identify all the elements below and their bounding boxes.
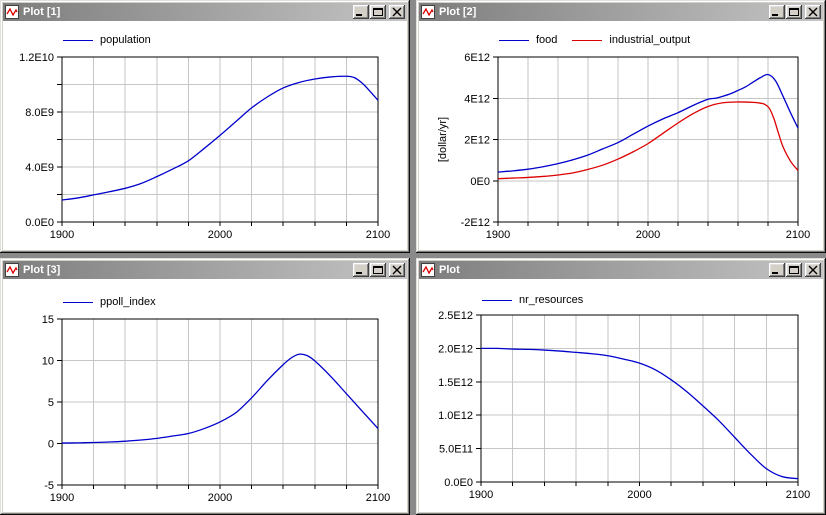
legend-item: population (63, 34, 151, 46)
svg-text:2000: 2000 (636, 229, 660, 241)
window-title: Plot [1] (23, 6, 61, 18)
svg-text:2100: 2100 (366, 229, 390, 241)
svg-text:1.5E12: 1.5E12 (438, 377, 473, 389)
plot-client-area-3: ppoll_index 1900 2000 2100 -5 0 5 10 15 (3, 279, 407, 512)
maximize-button[interactable] (370, 5, 386, 19)
svg-text:0.0E0: 0.0E0 (444, 477, 473, 489)
plot-client-area-2: food industrial_output 1900 2000 2100 -2E12 0… (419, 21, 823, 250)
legend-2: food industrial_output (499, 34, 690, 46)
legend-item: nr_resources (482, 294, 583, 306)
svg-text:1900: 1900 (50, 229, 74, 241)
close-button[interactable] (389, 5, 405, 19)
svg-text:2000: 2000 (208, 229, 232, 241)
legend-label: population (100, 34, 151, 46)
legend-label: industrial_output (609, 34, 691, 46)
legend-item: food (499, 34, 557, 46)
maximize-button[interactable] (786, 5, 802, 19)
legend-4: nr_resources (482, 294, 583, 306)
svg-text:6E12: 6E12 (464, 52, 490, 64)
svg-text:15: 15 (42, 314, 54, 326)
legend-label: ppoll_index (100, 296, 156, 308)
svg-text:0: 0 (48, 439, 54, 451)
plot-window-4: Plot nr_resources 1900 2000 2100 0.0E0 5.0E1… (416, 258, 826, 515)
close-button[interactable] (389, 263, 405, 277)
titlebar-3[interactable]: Plot [3] (3, 261, 407, 279)
titlebar-4[interactable]: Plot (419, 261, 823, 279)
minimize-button[interactable] (353, 5, 369, 19)
svg-text:1.0E12: 1.0E12 (438, 410, 473, 422)
minimize-button[interactable] (353, 263, 369, 277)
plot-window-2: Plot [2] food industrial_output 1900 2000 2… (416, 0, 826, 253)
svg-text:2100: 2100 (786, 489, 810, 501)
svg-text:5: 5 (48, 397, 54, 409)
titlebar-1[interactable]: Plot [1] (3, 3, 407, 21)
plot-window-1: Plot [1] population 1900 2000 2100 0.0E0 4.0… (0, 0, 410, 253)
svg-text:2.0E12: 2.0E12 (438, 343, 473, 355)
svg-text:8.0E9: 8.0E9 (25, 107, 54, 119)
legend-line-swatch (572, 39, 603, 41)
legend-line-swatch (499, 39, 529, 41)
svg-text:[dollar/yr]: [dollar/yr] (437, 117, 449, 162)
minimize-button[interactable] (769, 5, 785, 19)
svg-text:2100: 2100 (786, 229, 810, 241)
chart-canvas-food-industrial-output: 1900 2000 2100 -2E12 0E0 2E12 4E12 6E12 [dollar/… (437, 52, 810, 241)
maximize-button[interactable] (786, 263, 802, 277)
legend-line-swatch (482, 299, 512, 301)
svg-text:2000: 2000 (627, 489, 651, 501)
svg-text:1900: 1900 (469, 489, 493, 501)
legend-label: food (536, 34, 558, 46)
plot-client-area-1: population 1900 2000 2100 0.0E0 4.0E9 8.0E9 1.… (3, 21, 407, 250)
legend-item: industrial_output (572, 34, 690, 46)
window-title: Plot (439, 264, 460, 276)
svg-text:5.0E11: 5.0E11 (439, 444, 473, 456)
close-button[interactable] (805, 5, 821, 19)
chart-curve-icon (5, 5, 19, 19)
svg-text:4E12: 4E12 (464, 93, 490, 105)
legend-line-swatch (63, 39, 93, 41)
svg-text:-2E12: -2E12 (461, 217, 490, 229)
svg-text:-5: -5 (44, 480, 54, 492)
svg-text:0.0E0: 0.0E0 (25, 217, 54, 229)
window-title: Plot [2] (439, 6, 477, 18)
legend-item: ppoll_index (63, 296, 156, 308)
legend-1: population (63, 34, 151, 46)
titlebar-2[interactable]: Plot [2] (419, 3, 823, 21)
svg-text:4.0E9: 4.0E9 (25, 162, 54, 174)
chart-curve-icon (5, 263, 19, 277)
svg-text:10: 10 (42, 356, 54, 368)
svg-text:2000: 2000 (208, 492, 232, 504)
legend-line-swatch (63, 301, 93, 303)
svg-text:0E0: 0E0 (470, 176, 490, 188)
chart-curve-icon (421, 5, 435, 19)
window-title: Plot [3] (23, 264, 61, 276)
svg-text:1900: 1900 (486, 229, 510, 241)
svg-text:1900: 1900 (50, 492, 74, 504)
chart-canvas-population: 1900 2000 2100 0.0E0 4.0E9 8.0E9 1.2E10 (19, 52, 390, 241)
svg-text:2E12: 2E12 (464, 135, 490, 147)
maximize-button[interactable] (370, 263, 386, 277)
close-button[interactable] (805, 263, 821, 277)
minimize-button[interactable] (769, 263, 785, 277)
plot-client-area-4: nr_resources 1900 2000 2100 0.0E0 5.0E11 1.0E… (419, 279, 823, 512)
legend-3: ppoll_index (63, 296, 156, 308)
chart-canvas-ppoll-index: 1900 2000 2100 -5 0 5 10 15 (42, 314, 390, 504)
chart-canvas-nr-resources: 1900 2000 2100 0.0E0 5.0E11 1.0E12 1.5E12 2.0E1… (438, 310, 810, 501)
svg-text:2.5E12: 2.5E12 (438, 310, 473, 322)
plot-window-3: Plot [3] ppoll_index 1900 2000 2100 -5 0 5 10 1… (0, 258, 410, 515)
legend-label: nr_resources (519, 294, 584, 306)
svg-text:1.2E10: 1.2E10 (19, 52, 54, 64)
svg-text:2100: 2100 (366, 492, 390, 504)
chart-curve-icon (421, 263, 435, 277)
